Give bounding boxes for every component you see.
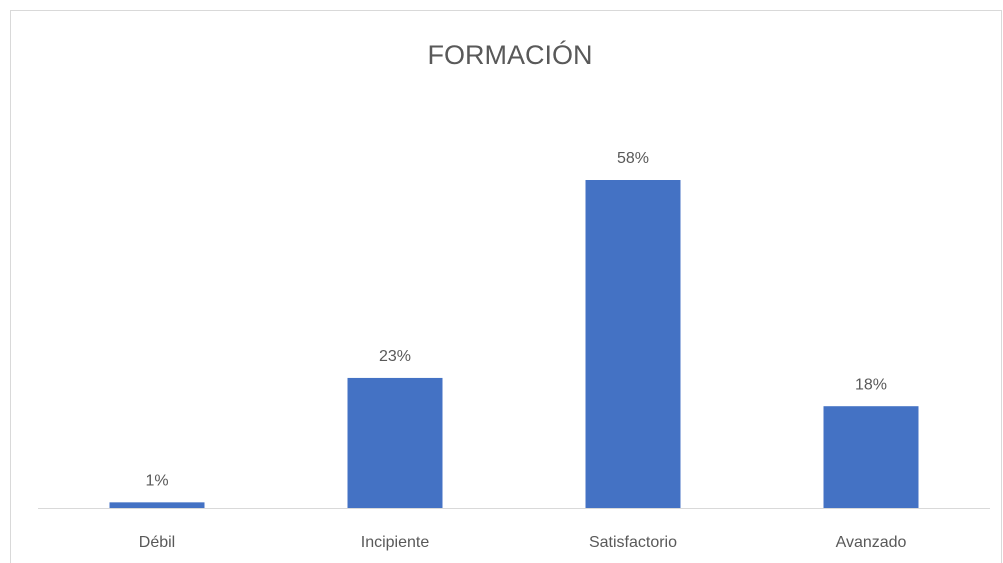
x-tick-label: Incipiente: [361, 534, 430, 551]
data-label: 1%: [145, 473, 168, 490]
data-label: 58%: [617, 150, 649, 167]
data-label: 18%: [855, 376, 887, 393]
bar: [347, 377, 443, 508]
chart-title: FORMACIÓN: [428, 39, 593, 70]
bar: [823, 406, 919, 508]
bar: [585, 180, 681, 508]
x-tick-label: Satisfactorio: [589, 534, 677, 551]
x-tick-label: Avanzado: [836, 534, 907, 551]
x-tick-label: Débil: [139, 534, 175, 551]
chart-border: [10, 10, 1002, 563]
data-label: 23%: [379, 348, 411, 365]
bar: [109, 502, 205, 508]
